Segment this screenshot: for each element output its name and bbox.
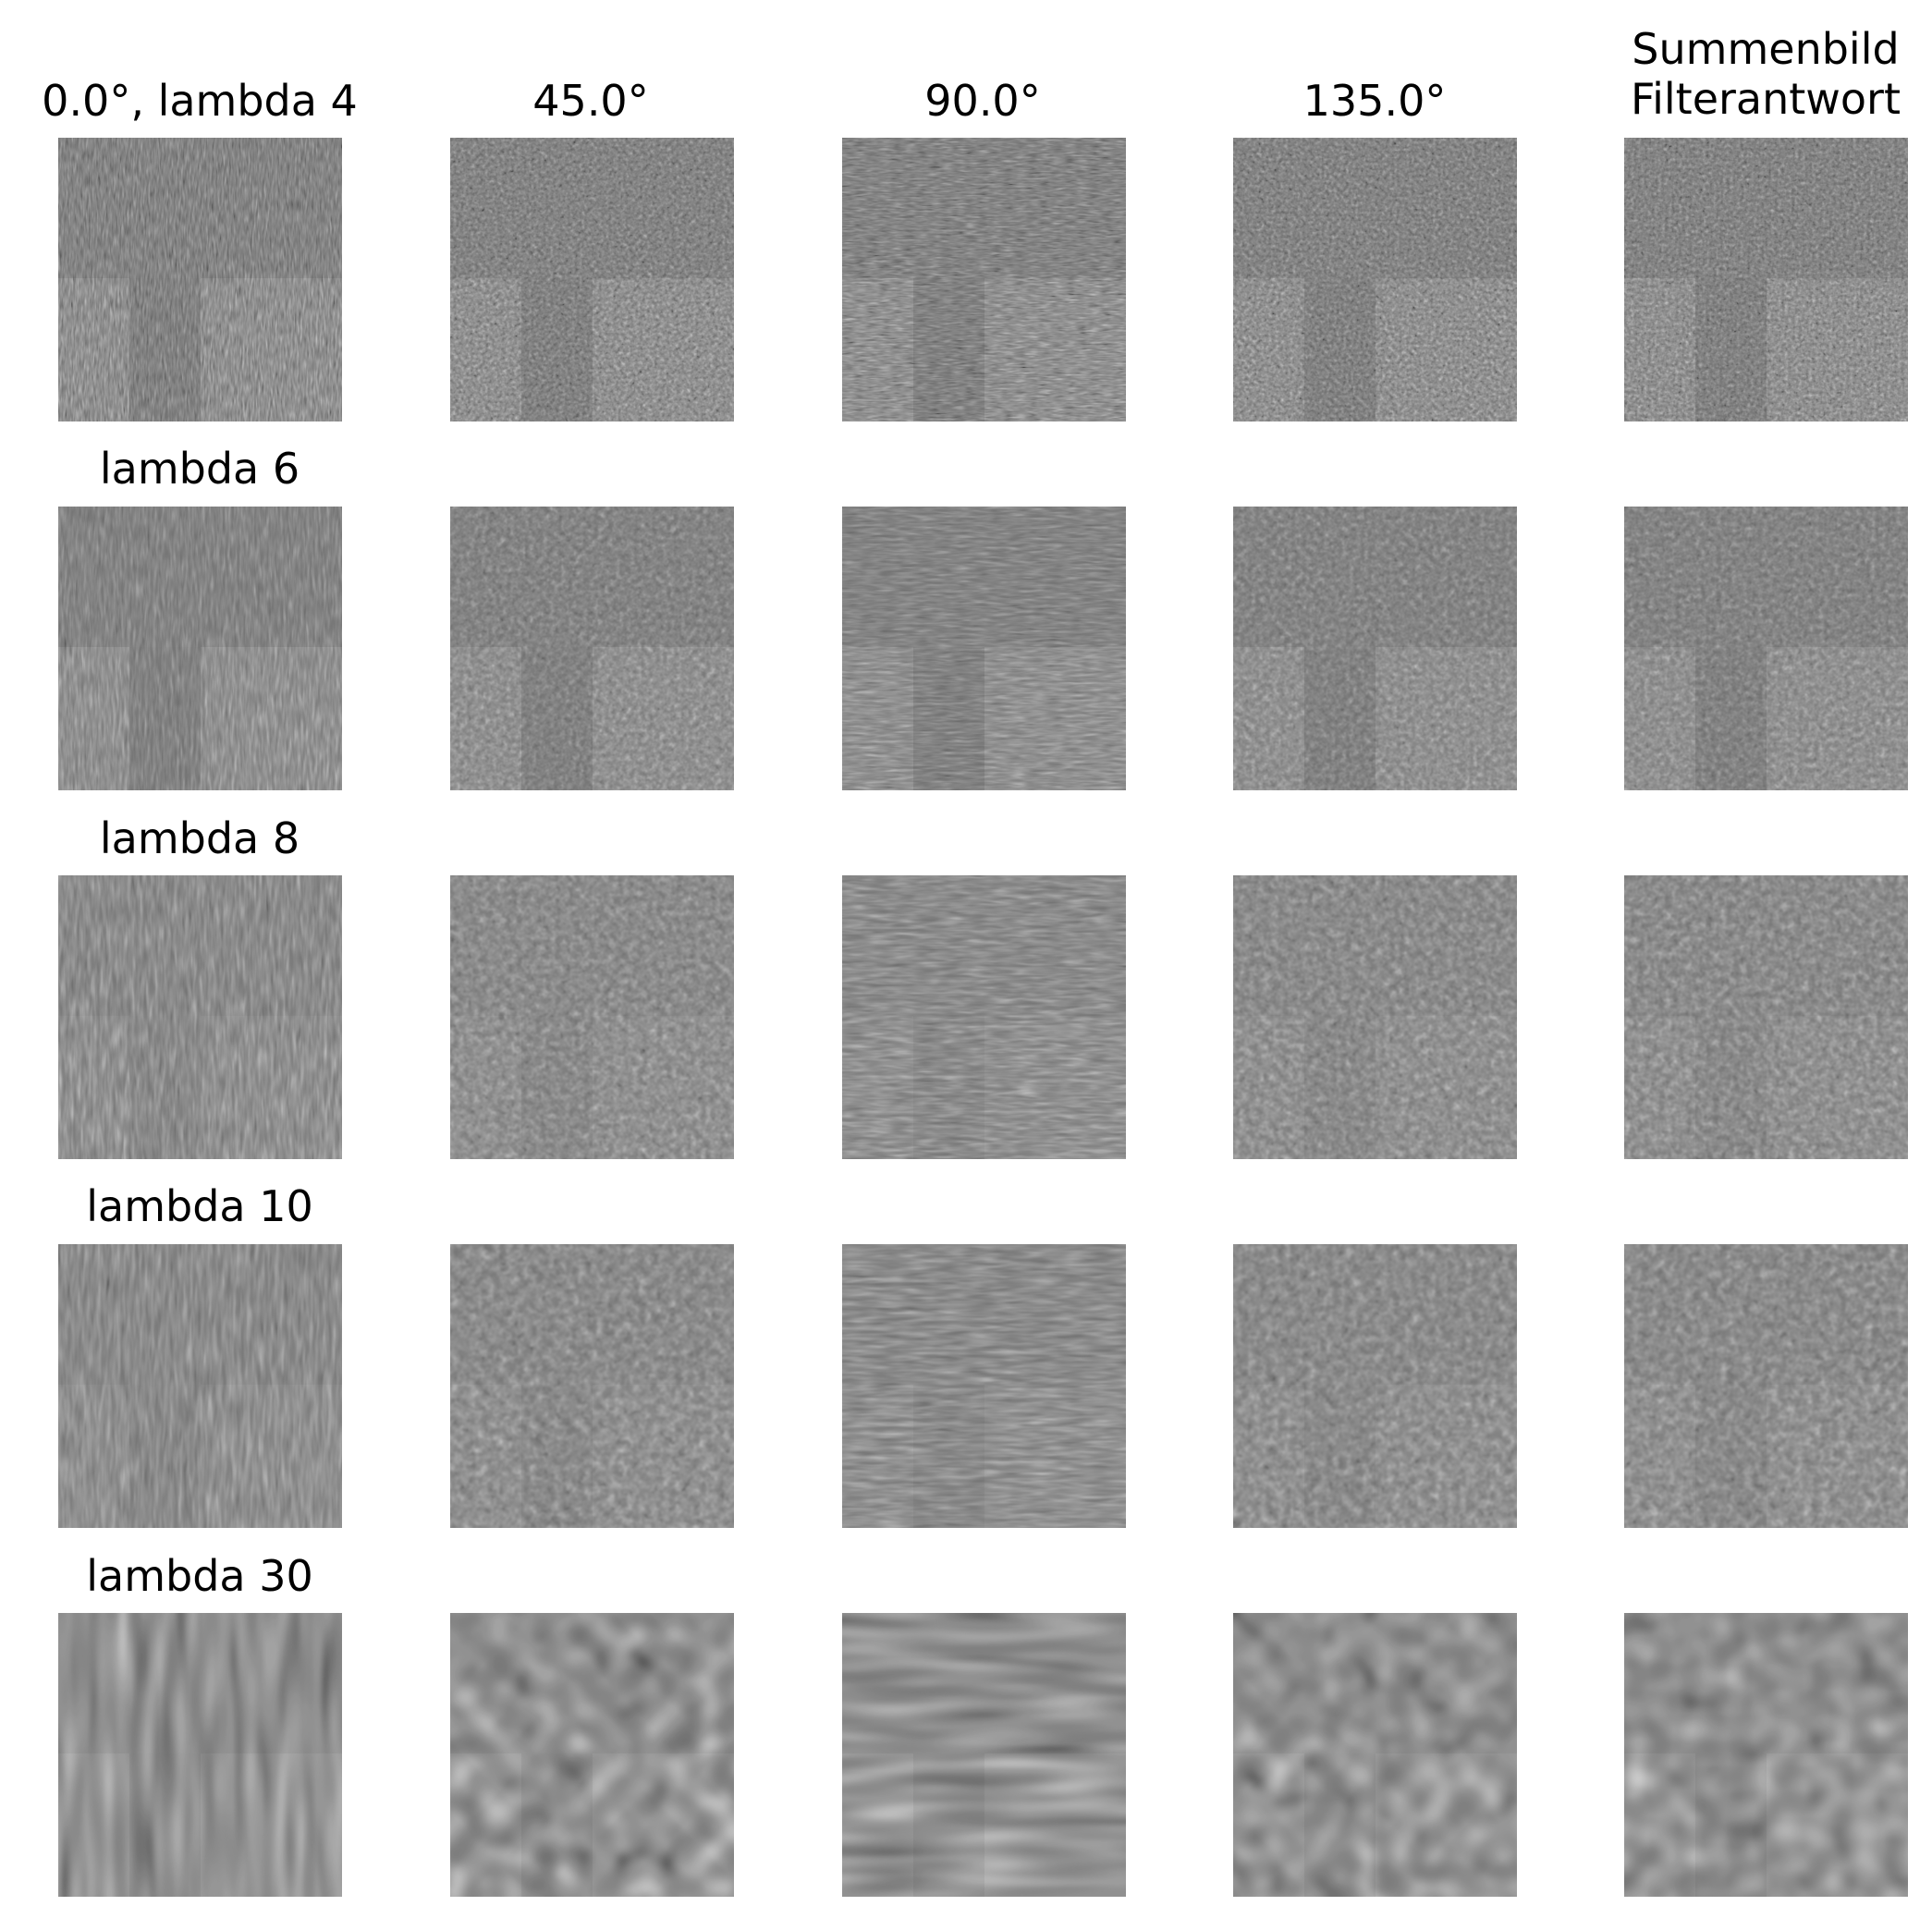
column-title-summenbild-line1: Summenbild [1632,24,1900,74]
panel-lambda-6-orient-135 [1233,507,1517,790]
row-label-lambda-30: lambda 30 [86,1551,313,1601]
panel-lambda-10-orient-0 [58,1244,342,1528]
panel-lambda-8-orient-90 [842,875,1126,1159]
panel-lambda-4-orient-0 [58,138,342,421]
panel-lambda-30-orient-45 [450,1613,734,1897]
panel-lambda-4-summenbild [1624,138,1908,421]
panel-lambda-10-summenbild [1624,1244,1908,1528]
column-title-135: 135.0° [1302,76,1447,126]
column-title-summenbild-line2: Filterantwort [1630,74,1901,124]
panel-lambda-8-orient-0 [58,875,342,1159]
column-title-0: 0.0°, lambda 4 [42,76,358,126]
column-title-45: 45.0° [532,76,649,126]
panel-lambda-4-orient-135 [1233,138,1517,421]
panel-lambda-6-orient-0 [58,507,342,790]
panel-lambda-8-orient-45 [450,875,734,1159]
row-label-lambda-6: lambda 6 [99,444,300,494]
panel-lambda-6-summenbild [1624,507,1908,790]
panel-lambda-8-orient-135 [1233,875,1517,1159]
panel-lambda-30-summenbild [1624,1613,1908,1897]
panel-lambda-10-orient-135 [1233,1244,1517,1528]
panel-lambda-30-orient-90 [842,1613,1126,1897]
row-label-lambda-10: lambda 10 [86,1181,313,1231]
panel-lambda-10-orient-45 [450,1244,734,1528]
panel-lambda-30-orient-0 [58,1613,342,1897]
row-label-lambda-8: lambda 8 [99,813,300,863]
panel-lambda-8-summenbild [1624,875,1908,1159]
panel-lambda-6-orient-90 [842,507,1126,790]
column-title-90: 90.0° [924,76,1041,126]
panel-lambda-30-orient-135 [1233,1613,1517,1897]
panel-lambda-4-orient-90 [842,138,1126,421]
panel-lambda-4-orient-45 [450,138,734,421]
panel-lambda-6-orient-45 [450,507,734,790]
panel-lambda-10-orient-90 [842,1244,1126,1528]
